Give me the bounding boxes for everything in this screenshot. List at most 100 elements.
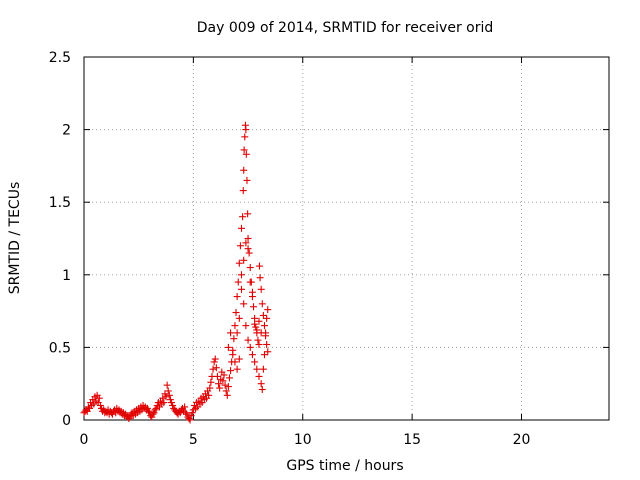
data-point <box>242 239 250 247</box>
data-point <box>264 306 272 314</box>
data-point <box>165 391 173 399</box>
data-point <box>219 377 227 385</box>
data-point <box>235 314 243 322</box>
data-point <box>145 407 153 415</box>
y-tick-label: 0 <box>62 413 71 429</box>
data-point <box>244 336 252 344</box>
data-point <box>238 224 245 232</box>
data-point <box>143 404 151 412</box>
data-point <box>257 285 265 293</box>
data-point <box>210 358 218 366</box>
x-tick-label: 20 <box>513 432 531 448</box>
data-point <box>95 394 103 402</box>
data-point <box>239 213 247 221</box>
data-point <box>263 340 271 348</box>
data-point <box>231 322 239 330</box>
data-point <box>216 384 224 392</box>
x-axis-label: GPS time / hours <box>286 458 403 474</box>
data-point <box>220 371 228 379</box>
data-point <box>96 401 104 409</box>
data-point <box>245 249 253 257</box>
data-point <box>244 210 252 218</box>
data-point <box>164 387 172 395</box>
y-tick-label: 1 <box>62 268 71 284</box>
data-point <box>224 383 232 391</box>
data-point <box>256 274 264 282</box>
data-point <box>232 309 240 317</box>
data-point <box>240 166 248 174</box>
data-point <box>255 317 263 325</box>
data-point <box>213 372 221 380</box>
data-point <box>207 378 215 386</box>
data-point <box>241 133 249 141</box>
grid-lines <box>84 57 609 420</box>
data-point <box>151 406 159 414</box>
y-tick-label: 0.5 <box>49 340 71 356</box>
data-point <box>125 415 133 423</box>
data-point <box>212 364 220 372</box>
data-point <box>238 285 245 293</box>
data-point <box>257 380 265 388</box>
data-point <box>233 365 241 373</box>
data-point <box>215 380 223 388</box>
data-point <box>259 365 267 373</box>
y-tick-label: 2.5 <box>49 50 71 66</box>
data-point <box>234 278 242 286</box>
data-point <box>260 322 268 330</box>
data-point <box>258 300 266 308</box>
data-point <box>263 314 271 322</box>
data-point <box>253 365 261 373</box>
y-tick-label: 2 <box>62 123 71 139</box>
data-point <box>251 358 259 366</box>
y-tick-label: 1.5 <box>49 195 71 211</box>
x-tick-label: 15 <box>403 432 421 448</box>
x-tick-label: 0 <box>80 432 89 448</box>
data-point <box>225 374 233 382</box>
y-axis-label: SRMTID / TECUs <box>7 182 23 295</box>
data-point <box>244 235 252 242</box>
plot-frame <box>83 56 610 421</box>
data-point <box>126 413 134 421</box>
data-point <box>160 399 168 407</box>
data-point <box>238 271 245 279</box>
data-point <box>149 410 157 418</box>
data-point <box>240 146 248 154</box>
data-point <box>161 390 169 398</box>
data-point <box>240 256 248 264</box>
data-point <box>246 278 254 286</box>
data-point <box>233 329 241 337</box>
data-point <box>152 404 160 412</box>
data-point <box>231 358 239 366</box>
data-point <box>183 410 191 418</box>
data-point <box>205 391 213 399</box>
x-tick-label: 10 <box>294 432 312 448</box>
data-point <box>211 355 219 363</box>
data-point <box>248 351 256 359</box>
data-point <box>233 293 241 301</box>
data-point <box>257 329 265 337</box>
data-point <box>206 384 214 392</box>
data-point <box>258 386 266 394</box>
data-point <box>240 300 248 308</box>
x-tick-label: 5 <box>189 432 198 448</box>
data-point <box>242 322 250 330</box>
data-point <box>246 264 254 272</box>
data-point <box>239 187 247 195</box>
data-point <box>159 394 167 402</box>
data-point <box>255 372 263 380</box>
data-point <box>253 326 261 334</box>
data-point <box>182 409 190 417</box>
data-point <box>163 381 171 389</box>
data-point <box>242 126 250 134</box>
data-point <box>250 303 258 311</box>
data-point <box>224 343 232 351</box>
data-point <box>227 329 235 337</box>
data-point <box>221 381 229 389</box>
data-point <box>227 367 235 375</box>
data-point <box>255 262 263 270</box>
data-point <box>166 396 174 404</box>
data-point <box>243 176 251 184</box>
data-point <box>264 348 272 356</box>
data-point <box>230 335 238 343</box>
